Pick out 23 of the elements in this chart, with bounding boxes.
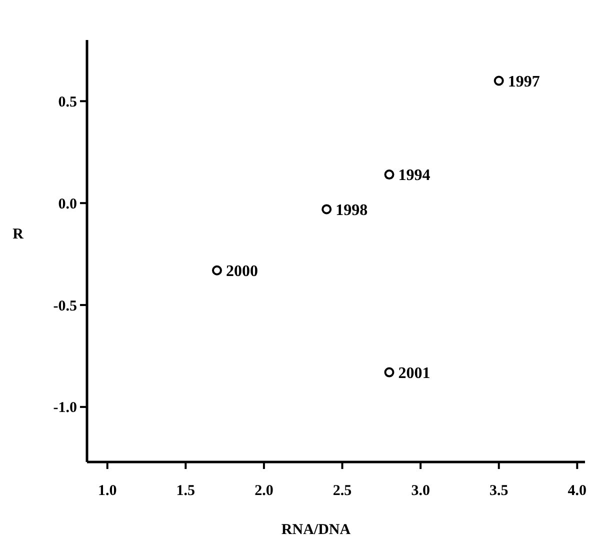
point [212,265,222,276]
x-tick-label: 2.5 [332,483,352,499]
x-tick-label: 3.0 [411,483,430,499]
annotation: 1994 [398,167,430,184]
x-tick-label: 3.5 [489,483,508,499]
x-axis-title: RNA/DNA [281,522,351,538]
point [384,367,394,378]
y-axis-title: R [12,226,24,242]
x-tick-label: 1.0 [98,483,117,499]
annotation: 1997 [508,73,540,90]
point [384,170,394,180]
point [322,204,332,214]
annotation: 2001 [398,364,430,382]
annotation: 2000 [226,262,258,280]
x-tick-label: 2.0 [254,483,274,499]
y-tick-label: -0.5 [53,298,77,314]
annotation: 1998 [336,202,368,219]
x-tick-label: 1.5 [176,483,196,499]
point [494,76,504,86]
y-tick-label: 0.0 [58,196,77,212]
x-tick-label: 4.0 [568,483,587,499]
y-tick-label: -1.0 [53,400,77,416]
y-tick-label: 0.5 [58,94,77,110]
